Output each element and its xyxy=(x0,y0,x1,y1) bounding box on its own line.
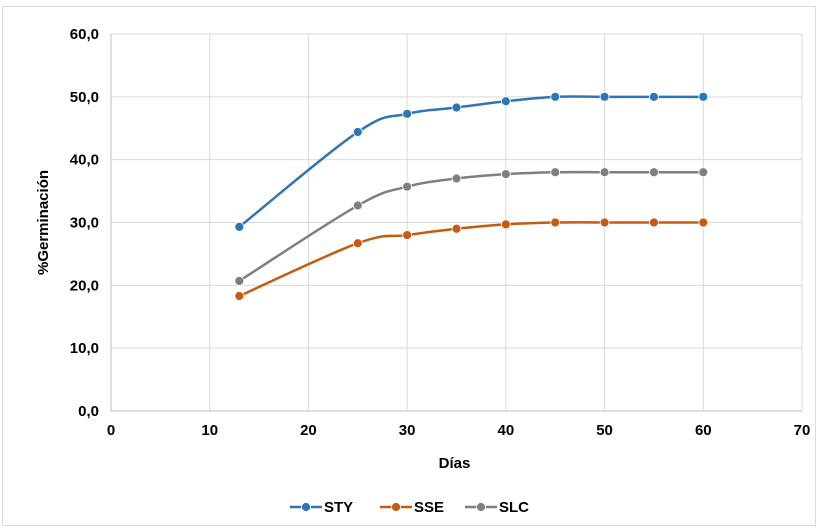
data-point-sse xyxy=(649,217,659,228)
data-point-sty xyxy=(698,91,709,102)
data-point-sse xyxy=(550,217,561,228)
data-point-slc xyxy=(402,181,413,192)
data-point-slc xyxy=(698,167,709,178)
legend-label-slc: SLC xyxy=(499,499,529,516)
legend-marker-sty xyxy=(301,502,311,512)
data-point-slc xyxy=(234,276,245,286)
data-point-slc xyxy=(500,169,511,180)
y-tick-label: 30,0 xyxy=(70,215,99,232)
x-axis-title: Días xyxy=(439,455,471,472)
x-tick-label: 30 xyxy=(399,422,416,439)
y-axis-title: %Germinación xyxy=(35,170,52,275)
data-point-slc xyxy=(649,167,659,178)
data-point-sse xyxy=(352,238,363,249)
x-tick-label: 40 xyxy=(498,422,515,439)
legend: STY SSE SLC xyxy=(290,499,529,516)
y-tick-label: 10,0 xyxy=(70,340,99,357)
tick-labels: 0,0 10,0 20,0 30,0 40,0 50,0 60,0 0 10 20 30 40 50 60… xyxy=(70,26,811,439)
data-point-sse xyxy=(234,291,245,301)
y-tick-label: 20,0 xyxy=(70,277,99,294)
series-lines xyxy=(234,91,709,301)
data-point-sse xyxy=(402,230,413,240)
y-tick-label: 50,0 xyxy=(70,89,99,106)
data-point-slc xyxy=(352,200,363,211)
data-point-slc xyxy=(599,167,610,178)
legend-label-sty: STY xyxy=(324,499,353,516)
data-point-sty xyxy=(234,221,245,232)
axes xyxy=(110,34,802,412)
data-point-sty xyxy=(649,91,659,102)
x-tick-label: 20 xyxy=(300,422,317,439)
legend-label-sse: SSE xyxy=(414,499,444,516)
legend-marker-sse xyxy=(391,502,401,512)
legend-marker-slc xyxy=(476,502,486,512)
data-point-sty xyxy=(500,96,511,107)
data-point-sse xyxy=(599,217,610,228)
chart-frame xyxy=(2,6,816,526)
data-point-sty xyxy=(451,102,462,113)
data-point-sty xyxy=(550,91,561,102)
data-point-slc xyxy=(451,173,462,184)
data-point-slc xyxy=(550,167,561,178)
x-tick-label: 50 xyxy=(596,422,613,439)
y-tick-label: 60,0 xyxy=(70,26,99,43)
y-tick-label: 40,0 xyxy=(70,152,99,169)
data-point-sty xyxy=(599,91,610,102)
data-point-sse xyxy=(698,217,709,228)
x-tick-label: 10 xyxy=(201,422,218,439)
x-tick-label: 70 xyxy=(794,422,811,439)
data-point-sse xyxy=(451,223,462,234)
x-tick-label: 0 xyxy=(107,422,115,439)
data-point-sty xyxy=(352,127,363,137)
data-point-sse xyxy=(500,219,511,230)
y-tick-label: 0,0 xyxy=(78,403,99,420)
x-tick-label: 60 xyxy=(695,422,712,439)
data-point-sty xyxy=(402,108,413,119)
